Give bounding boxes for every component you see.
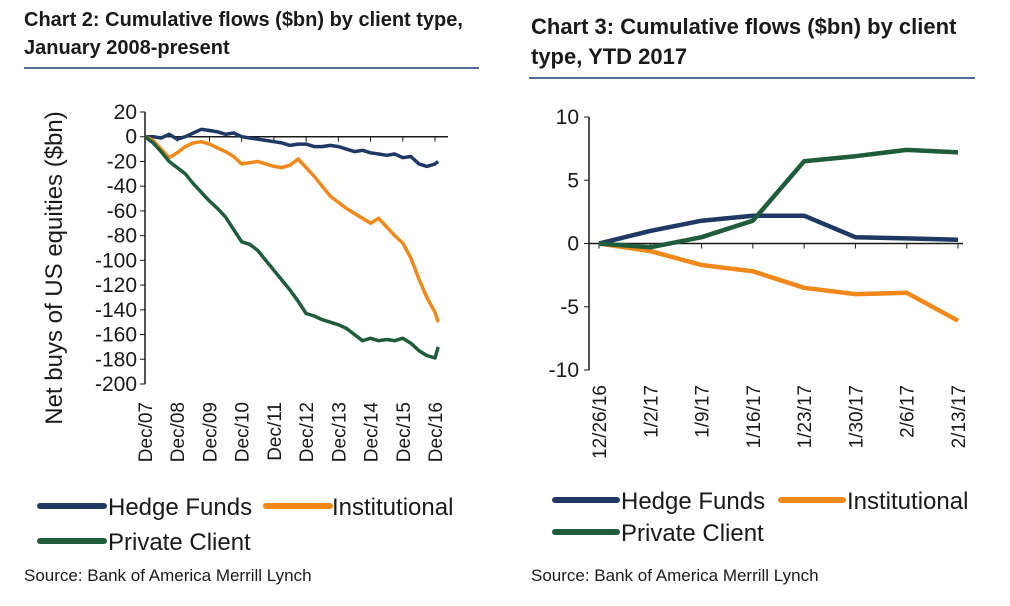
y-axis-title: Net buys of US equities ($bn) [41, 111, 68, 425]
y-tick-label: -140 [95, 299, 137, 322]
x-tick-label: Dec/10 [233, 402, 254, 462]
series-line-private-client [143, 135, 440, 360]
y-tick-label: -5 [560, 296, 579, 319]
x-tick-label: Dec/15 [394, 402, 415, 462]
y-tick-label: 0 [567, 233, 579, 256]
legend-label-hedge-funds: Hedge Funds [621, 488, 765, 515]
x-tick-label: Dec/07 [136, 402, 157, 462]
x-tick-label: 1/16/17 [744, 385, 765, 448]
x-tick-label: Dec/16 [426, 402, 447, 462]
series-line-institutional [598, 241, 960, 323]
x-tick-label: 2/13/17 [949, 385, 970, 448]
chart-2-title-line-1: Chart 2: Cumulative flows ($bn) by clien… [24, 9, 463, 31]
y-tick-label: -20 [107, 150, 137, 173]
chart-2-title: Chart 2: Cumulative flows ($bn) by clien… [24, 6, 494, 62]
series-line-hedge-funds [145, 127, 440, 169]
x-tick-label: 12/26/16 [590, 385, 611, 459]
chart-2-panel: Chart 2: Cumulative flows ($bn) by clien… [0, 0, 485, 606]
y-tick-label: -180 [95, 348, 137, 371]
x-tick-label: Dec/12 [297, 402, 318, 462]
chart-3-svg: 10 5 0 -5 -10 12/26/16 1/2/17 1/9/17 1/16/17 1/23… [549, 106, 970, 547]
legend-label-institutional: Institutional [847, 488, 968, 515]
chart-2-svg: 200-20-40-60-80-100-120-140-160-180-200 D… [37, 101, 453, 556]
chart-3-title-rule [529, 77, 975, 79]
x-tick-label: 1/23/17 [795, 385, 816, 448]
chart-3-panel: Chart 3: Cumulative flows ($bn) by clien… [525, 0, 1010, 606]
x-tick-label: Dec/13 [329, 402, 350, 462]
chart-2-title-line-2: January 2008-present [24, 37, 230, 59]
x-tick-label: Dec/11 [265, 402, 286, 461]
y-tick-label: 10 [556, 106, 579, 129]
series-line-hedge-funds [598, 213, 959, 246]
series-line-institutional [144, 135, 440, 323]
legend-label-hedge-funds: Hedge Funds [108, 494, 252, 521]
y-tick-label: -100 [95, 249, 137, 272]
x-tick-label: Dec/08 [168, 402, 189, 462]
y-tick-label: -40 [107, 175, 137, 198]
x-tick-label: 2/6/17 [898, 385, 919, 438]
y-tick-label: -80 [107, 225, 137, 248]
y-tick-label: 5 [567, 169, 579, 192]
y-tick-label: -60 [107, 200, 137, 223]
chart-3-title-line-1: Chart 3: Cumulative flows ($bn) by clien… [531, 14, 957, 39]
y-tick-label: 0 [125, 126, 137, 149]
legend-label-private-client: Private Client [108, 529, 251, 556]
x-tick-label: 1/30/17 [846, 385, 867, 448]
y-tick-label: -120 [95, 274, 137, 297]
chart-2-title-rule [24, 67, 479, 69]
chart-2-source: Source: Bank of America Merrill Lynch [24, 566, 312, 585]
y-tick-label: -160 [95, 324, 137, 347]
chart-3-title-line-2: type, YTD 2017 [531, 44, 688, 69]
chart-3-source: Source: Bank of America Merrill Lynch [531, 566, 819, 585]
x-tick-label: 1/9/17 [693, 385, 714, 438]
series-line-private-client [598, 147, 959, 250]
x-tick-label: 1/2/17 [641, 385, 662, 438]
y-tick-label: -200 [95, 373, 137, 396]
y-tick-label: -10 [549, 359, 579, 382]
chart-3-title: Chart 3: Cumulative flows ($bn) by clien… [531, 12, 981, 72]
legend-label-institutional: Institutional [332, 494, 453, 521]
x-tick-label: Dec/09 [200, 402, 221, 462]
legend-label-private-client: Private Client [621, 520, 764, 547]
x-tick-label: Dec/14 [362, 402, 383, 463]
y-tick-label: 20 [114, 101, 137, 124]
